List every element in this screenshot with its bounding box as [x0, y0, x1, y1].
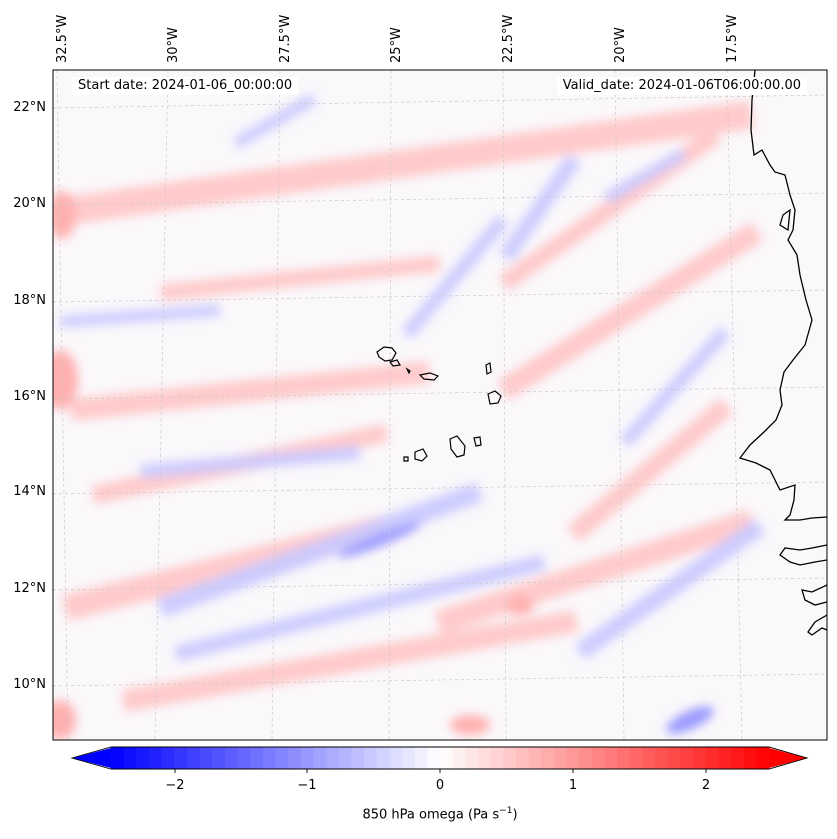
colorbar-cell — [364, 747, 378, 769]
lat-label: 12°N — [13, 581, 46, 596]
colorbar-cell — [477, 747, 492, 769]
africa-coastline — [738, 70, 827, 636]
colorbar-cell — [553, 747, 568, 769]
colorbar-cell — [224, 747, 239, 769]
colorbar-cell — [111, 747, 125, 769]
lon-label: 30°W — [166, 27, 181, 63]
colorbar-cell — [705, 747, 719, 769]
colorbar-ticks — [174, 769, 707, 773]
colorbar-cell — [528, 747, 542, 769]
graticule — [53, 70, 827, 740]
colorbar-cell — [174, 747, 188, 769]
colorbar-cell — [136, 747, 150, 769]
colorbar-cell — [326, 747, 340, 769]
lat-label: 22°N — [13, 100, 46, 115]
colorbar-tick-label: −2 — [165, 778, 184, 793]
colorbar-title-text: 850 hPa omega (Pa s — [362, 807, 500, 823]
colorbar-cell — [503, 747, 517, 769]
colorbar-cell — [490, 747, 504, 769]
colorbar-cell — [212, 747, 226, 769]
colorbar-tick-label: −1 — [297, 778, 316, 793]
colorbar-cell — [402, 747, 416, 769]
longitude-labels: 32.5°W 30°W 27.5°W 25°W 22.5°W 20°W 17.5… — [55, 15, 740, 63]
cape-verde-islands — [376, 346, 502, 462]
colorbar-cell — [667, 747, 682, 769]
colorbar-cells — [111, 747, 770, 769]
colorbar-cell — [186, 747, 201, 769]
lon-label: 32.5°W — [55, 15, 70, 63]
colorbar-cell — [148, 747, 163, 769]
lon-label: 17.5°W — [725, 15, 740, 63]
lat-label: 14°N — [13, 484, 46, 499]
colorbar-cell — [300, 747, 315, 769]
colorbar-cell — [288, 747, 302, 769]
colorbar-outline — [70, 746, 809, 770]
colorbar-cell — [756, 747, 770, 769]
colorbar-cell — [199, 747, 213, 769]
colorbar-cell — [161, 747, 175, 769]
start-date-label: Start date: 2024-01-06_00:00:00 — [72, 77, 299, 95]
colorbar-cell — [427, 747, 441, 769]
colorbar-cell — [262, 747, 277, 769]
colorbar-cell — [731, 747, 745, 769]
colorbar-cell — [604, 747, 618, 769]
colorbar-cell — [642, 747, 656, 769]
map-panel — [53, 70, 827, 740]
colorbar-extend-high — [769, 748, 807, 768]
colorbar-tick-label: 2 — [702, 778, 710, 793]
latitude-labels: 22°N 20°N 18°N 16°N 14°N 12°N 10°N — [13, 100, 46, 692]
lat-label: 20°N — [13, 196, 46, 211]
colorbar-title-exponent: −1 — [499, 806, 513, 816]
colorbar-cell — [515, 747, 530, 769]
valid-date-label: Valid_date: 2024-01-06T06:00:00.00 — [556, 77, 807, 95]
colorbar-cell — [579, 747, 593, 769]
colorbar: −2 −1 0 1 2 — [70, 746, 809, 793]
colorbar-cell — [414, 747, 428, 769]
colorbar-extend-low — [72, 748, 111, 768]
colorbar-cell — [718, 747, 732, 769]
omega-field — [53, 93, 766, 740]
colorbar-cell — [693, 747, 707, 769]
lon-label: 27.5°W — [278, 15, 293, 63]
lat-label: 10°N — [13, 677, 46, 692]
colorbar-cell — [591, 747, 606, 769]
colorbar-cell — [123, 747, 137, 769]
lon-label: 20°W — [613, 27, 628, 63]
colorbar-tick-label: 1 — [569, 778, 577, 793]
colorbar-cell — [351, 747, 365, 769]
lon-label: 22.5°W — [501, 15, 516, 63]
colorbar-cell — [566, 747, 580, 769]
colorbar-cell — [617, 747, 631, 769]
colorbar-cell — [313, 747, 327, 769]
colorbar-title: 850 hPa omega (Pa s−1) — [0, 806, 837, 822]
colorbar-cell — [465, 747, 479, 769]
colorbar-cell — [440, 747, 454, 769]
colorbar-cell — [275, 747, 289, 769]
lat-label: 16°N — [13, 389, 46, 404]
colorbar-cell — [629, 747, 644, 769]
colorbar-cell — [389, 747, 403, 769]
colorbar-cell — [250, 747, 264, 769]
map-frame — [52, 69, 828, 741]
lat-label: 18°N — [13, 293, 46, 308]
colorbar-title-close: ) — [512, 807, 518, 823]
colorbar-cell — [338, 747, 353, 769]
colorbar-cell — [237, 747, 251, 769]
colorbar-cell — [541, 747, 555, 769]
colorbar-cell — [376, 747, 390, 769]
colorbar-cell — [680, 747, 694, 769]
colorbar-tick-label: 0 — [436, 778, 444, 793]
colorbar-cell — [452, 747, 466, 769]
lon-label: 25°W — [389, 27, 404, 63]
colorbar-cell — [655, 747, 669, 769]
colorbar-cell — [743, 747, 757, 769]
